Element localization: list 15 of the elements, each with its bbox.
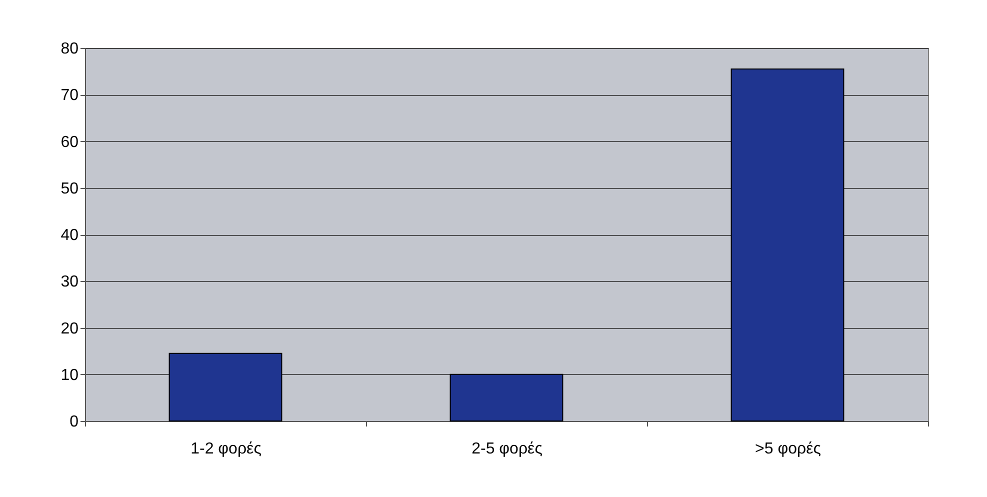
y-tick-label: 50 bbox=[60, 180, 79, 198]
bar bbox=[730, 68, 844, 422]
bar bbox=[168, 352, 282, 422]
y-tick-label: 70 bbox=[60, 87, 79, 104]
y-tick-label: 60 bbox=[60, 134, 79, 151]
y-tick-label: 30 bbox=[60, 274, 79, 291]
x-tick-label: >5 φορές bbox=[755, 440, 822, 458]
x-tick-label: 1-2 φορές bbox=[190, 440, 262, 458]
x-tick-label: 2-5 φορές bbox=[472, 440, 543, 458]
y-tick-label: 0 bbox=[70, 414, 79, 430]
bar bbox=[450, 374, 564, 422]
y-tick-label: 40 bbox=[60, 227, 79, 244]
y-tick-label: 20 bbox=[60, 320, 79, 338]
y-tick-label: 10 bbox=[60, 366, 79, 384]
y-tick-label: 80 bbox=[60, 40, 79, 58]
